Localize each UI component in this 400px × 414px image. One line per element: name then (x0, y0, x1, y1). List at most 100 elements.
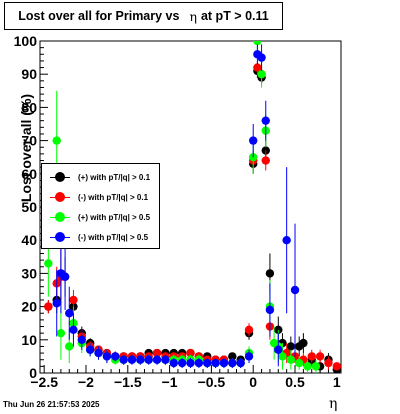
data-point (257, 70, 266, 79)
data-point (315, 352, 325, 361)
data-point (56, 328, 66, 338)
data-point (127, 355, 137, 364)
data-point (52, 136, 61, 145)
data-point (286, 342, 296, 351)
data-point (219, 358, 229, 368)
y-tick-label: 80 (21, 99, 37, 115)
data-point (261, 156, 270, 165)
data-point (299, 338, 308, 348)
data-point (278, 352, 287, 361)
data-point (307, 352, 316, 361)
data-point (290, 285, 300, 295)
x-tick-label: 1 (333, 374, 341, 390)
y-tick-label: 60 (21, 166, 37, 182)
legend-marker (42, 227, 78, 247)
legend-label: (-) with pT/|q| > 0.5 (78, 232, 149, 242)
legend-dot (55, 192, 65, 202)
data-point (294, 358, 304, 368)
legend-marker (42, 187, 78, 207)
y-tick-label: 20 (21, 299, 37, 315)
data-point (253, 63, 262, 72)
data-point (119, 355, 128, 364)
data-point (177, 358, 187, 368)
y-tick-label: 90 (21, 66, 37, 82)
legend-label: (+) with pT/|q| > 0.5 (78, 212, 151, 222)
y-axis-label-text: Lost over all (%) (18, 93, 34, 203)
data-point (274, 325, 283, 335)
data-point (60, 272, 70, 281)
x-tick-label: 0 (249, 374, 257, 390)
x-tick-label: −2 (78, 374, 94, 390)
data-point (244, 352, 254, 361)
data-point (324, 358, 333, 368)
data-point (274, 345, 283, 354)
legend-item: (-) with pT/|q| > 0.5 (42, 227, 161, 247)
data-point (94, 348, 103, 358)
legend-label: (+) with pT/|q| > 0.1 (78, 172, 151, 182)
data-point (265, 305, 275, 315)
data-point (65, 309, 74, 318)
legend-item: (+) with pT/|q| > 0.1 (42, 167, 161, 187)
data-point (228, 352, 237, 361)
data-point (52, 299, 61, 308)
data-point (161, 355, 170, 364)
timestamp-footer: Thu Jun 26 21:57:53 2025 (3, 400, 100, 409)
x-tick-label: −0.5 (198, 374, 226, 390)
y-tick-label: 70 (21, 133, 37, 149)
data-point (136, 355, 145, 364)
data-point (311, 362, 321, 371)
data-point (44, 259, 53, 268)
y-tick-label: 40 (21, 232, 37, 248)
legend-marker (42, 207, 78, 227)
data-point (228, 358, 237, 368)
data-point (85, 345, 95, 354)
data-point (261, 116, 270, 125)
legend-dot (55, 232, 65, 242)
data-point (169, 358, 178, 368)
data-point (303, 362, 312, 371)
data-point (265, 269, 275, 278)
data-point (69, 325, 78, 335)
data-point (186, 358, 195, 368)
data-point (282, 236, 291, 245)
y-tick-label: 50 (21, 199, 37, 215)
y-tick-label: 10 (21, 332, 37, 348)
plot-area (44, 41, 341, 373)
data-point (203, 358, 212, 368)
x-tick-label: 0.5 (285, 374, 305, 390)
title-eta-symbol: η (189, 8, 197, 24)
data-point (152, 348, 162, 358)
legend-marker (42, 167, 78, 187)
data-point (102, 352, 112, 361)
legend-item: (+) with pT/|q| > 0.5 (42, 207, 161, 227)
data-point (236, 358, 245, 368)
y-tick-label: 100 (14, 33, 38, 49)
data-point (257, 53, 266, 62)
legend-label: (-) with pT/|q| > 0.1 (78, 192, 149, 202)
data-point (111, 352, 120, 361)
legend: (+) with pT/|q| > 0.1 (-) with pT/|q| > … (41, 163, 160, 249)
y-tick-label: 0 (29, 365, 37, 381)
data-point (44, 302, 53, 311)
data-point (65, 342, 74, 351)
data-point (332, 362, 341, 371)
title-text: Lost over all for Primary vs (18, 9, 180, 23)
data-point (286, 355, 296, 364)
x-axis-label: η (329, 396, 338, 412)
y-tick-label: 30 (21, 265, 37, 281)
data-point (211, 358, 220, 368)
legend-item: (-) with pT/|q| > 0.1 (42, 187, 161, 207)
data-point (253, 41, 262, 46)
x-tick-label: −1.5 (114, 374, 142, 390)
data-point (186, 348, 195, 358)
data-point (77, 335, 87, 344)
data-point (69, 295, 78, 305)
data-points (44, 41, 341, 373)
data-point (152, 355, 162, 364)
data-point (144, 355, 153, 364)
title-text-suffix: at pT > 0.11 (200, 9, 269, 23)
legend-dot (55, 212, 65, 222)
x-tick-label: −1 (162, 374, 178, 390)
series-3 (52, 44, 300, 369)
data-point (249, 136, 258, 145)
